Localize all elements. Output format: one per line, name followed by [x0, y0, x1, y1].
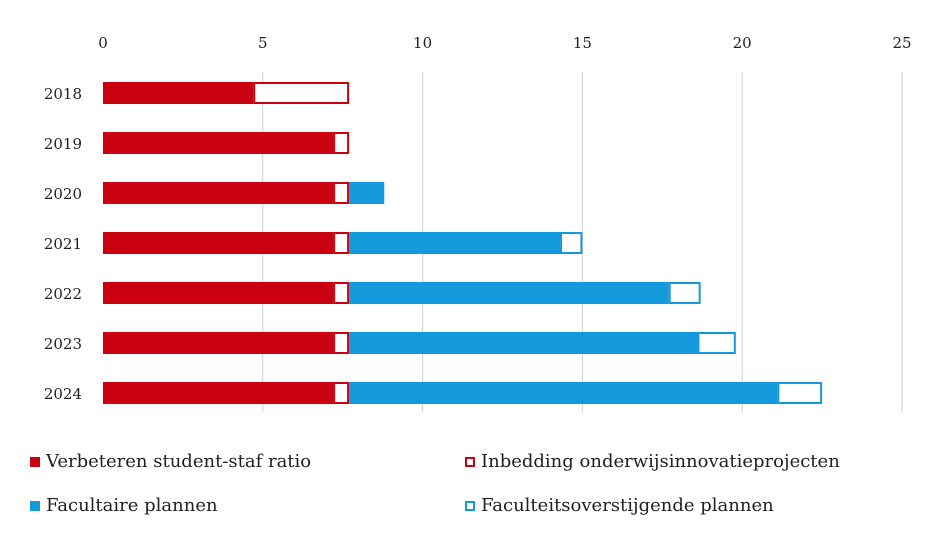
gridlines — [262, 72, 903, 412]
bar-segment — [103, 182, 334, 204]
bar-segment — [103, 82, 254, 104]
bar-segment — [668, 282, 701, 304]
bar-segment — [103, 132, 334, 154]
bar-segment — [103, 382, 334, 404]
x-tick-label: 20 — [733, 34, 752, 52]
bar-segment — [349, 232, 561, 254]
x-axis-ticks: 0 5 10 15 20 25 — [98, 34, 911, 52]
bar-segment — [349, 382, 778, 404]
legend-label: Facultaire plannen — [46, 495, 218, 516]
bar-segment — [333, 182, 350, 204]
bars — [103, 82, 823, 404]
y-tick-label: 2021 — [44, 235, 82, 253]
y-tick-label: 2024 — [44, 385, 82, 403]
bar-segment — [333, 332, 350, 354]
bar-segment — [697, 332, 736, 354]
y-tick-label: 2018 — [44, 85, 82, 103]
bar-segment — [103, 232, 334, 254]
bar-segment — [253, 82, 350, 104]
bar-segment — [349, 182, 385, 204]
x-tick-label: 0 — [98, 34, 108, 52]
bar-segment — [333, 382, 350, 404]
y-tick-label: 2019 — [44, 135, 82, 153]
y-tick-label: 2020 — [44, 185, 82, 203]
bar-segment — [333, 132, 350, 154]
bar-segment — [103, 332, 334, 354]
bar-segment — [777, 382, 823, 404]
bar-segment — [349, 332, 698, 354]
bar-segment — [333, 232, 350, 254]
legend: Verbeteren student-staf ratio Inbedding … — [0, 448, 929, 528]
legend-item-facultaire: Facultaire plannen — [30, 495, 218, 516]
bar-segment — [560, 232, 583, 254]
legend-label: Faculteitsoverstijgende plannen — [481, 495, 774, 516]
legend-item-verbeteren: Verbeteren student-staf ratio — [30, 451, 311, 472]
bar-segment — [103, 282, 334, 304]
x-tick-label: 15 — [573, 34, 592, 52]
y-tick-label: 2022 — [44, 285, 82, 303]
bar-segment — [333, 282, 350, 304]
legend-item-inbedding: Inbedding onderwijsinnovatieprojecten — [465, 451, 840, 472]
legend-swatch-solid-red — [30, 456, 40, 467]
bar-segment — [349, 282, 669, 304]
legend-label: Inbedding onderwijsinnovatieprojecten — [481, 451, 840, 472]
legend-label: Verbeteren student-staf ratio — [46, 451, 312, 472]
x-tick-label: 25 — [892, 34, 911, 52]
x-tick-label: 10 — [413, 34, 432, 52]
y-axis-ticks: 2018 2019 2020 2021 2022 2023 2024 — [44, 85, 82, 403]
y-tick-label: 2023 — [44, 335, 82, 353]
legend-swatch-outline-red — [465, 456, 475, 467]
legend-item-faculteitsoverstijgend: Faculteitsoverstijgende plannen — [465, 495, 774, 516]
x-tick-label: 5 — [258, 34, 268, 52]
legend-swatch-outline-blue — [465, 500, 475, 511]
legend-swatch-solid-blue — [30, 500, 40, 511]
